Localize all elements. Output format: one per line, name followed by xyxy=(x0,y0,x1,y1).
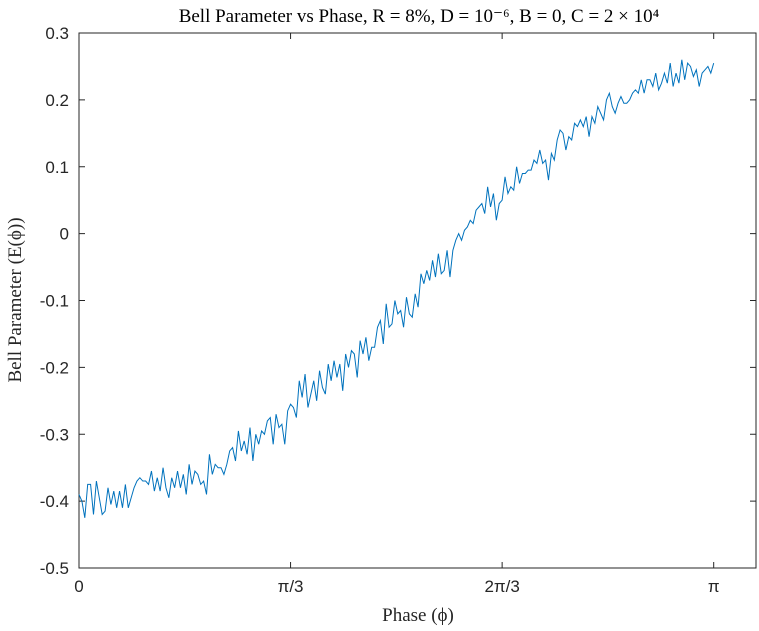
y-tick-label: 0.2 xyxy=(45,91,69,110)
y-tick-label: 0.1 xyxy=(45,158,69,177)
y-tick-label: -0.2 xyxy=(40,358,69,377)
y-tick-label: -0.5 xyxy=(40,559,69,578)
x-axis: 0 π/3 2π/3 π xyxy=(74,33,720,596)
x-tick-label: π/3 xyxy=(278,577,304,596)
y-tick-label: 0 xyxy=(60,225,69,244)
y-tick-label: 0.3 xyxy=(45,24,69,43)
chart-title: Bell Parameter vs Phase, R = 8%, D = 10⁻… xyxy=(179,6,660,27)
y-tick-label: -0.4 xyxy=(40,492,69,511)
y-tick-label: -0.3 xyxy=(40,425,69,444)
series-line xyxy=(78,59,715,518)
y-axis: 0.3 0.2 0.1 0 -0.1 -0.2 -0.3 -0.4 -0.5 xyxy=(40,24,756,578)
x-tick-label: π xyxy=(708,577,720,596)
x-axis-label: Phase (ϕ) xyxy=(382,605,454,626)
y-axis-label: Bell Parameter (E(ϕ)) xyxy=(5,217,26,382)
y-tick-label: -0.1 xyxy=(40,292,69,311)
plot-area xyxy=(78,32,757,569)
x-tick-label: 0 xyxy=(74,577,83,596)
x-tick-label: 2π/3 xyxy=(484,577,519,596)
